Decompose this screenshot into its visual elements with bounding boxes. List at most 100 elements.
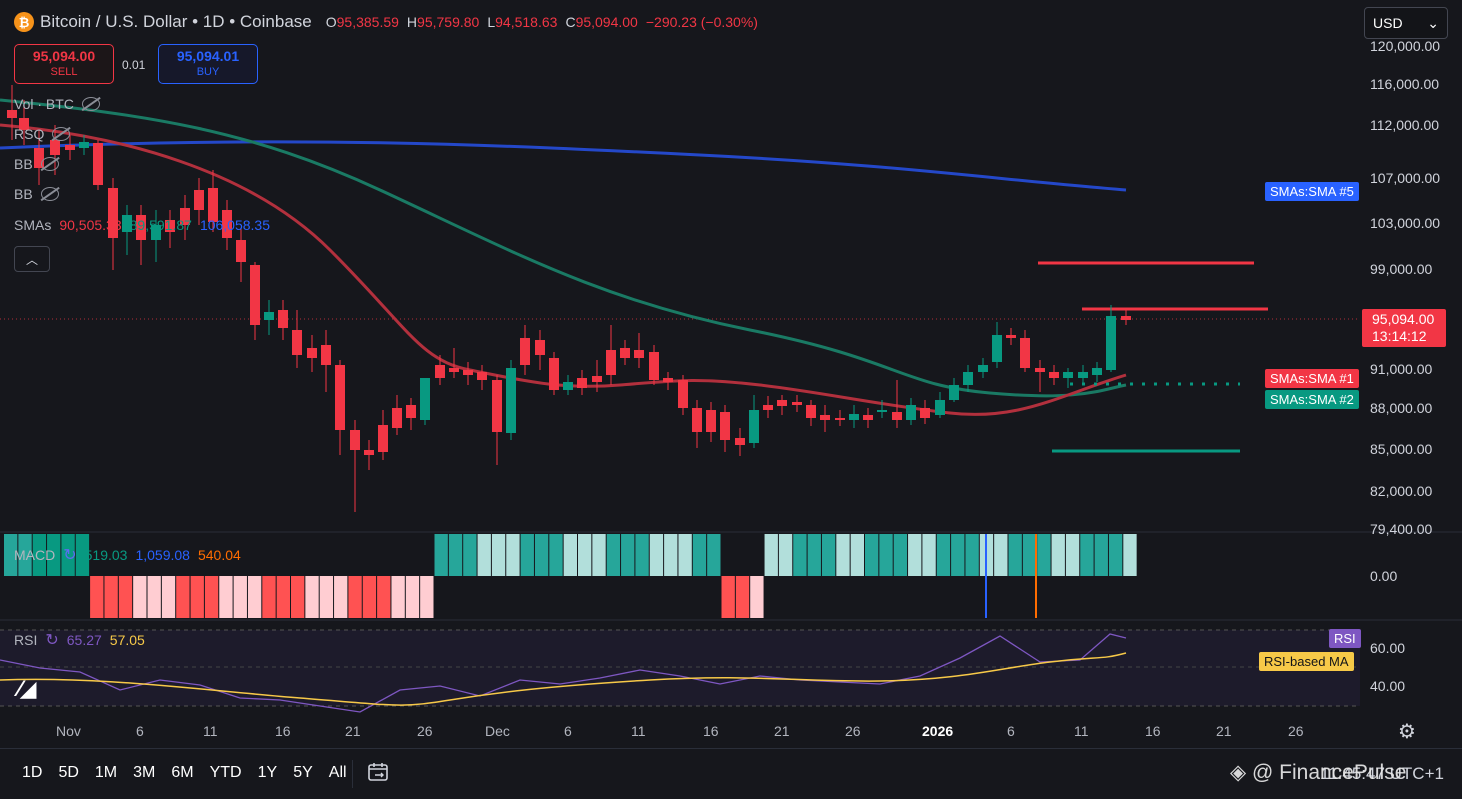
timeframe-bar: 1D 5D 1M 3M 6M YTD 1Y 5Y All [22, 764, 347, 782]
indicator-smas[interactable]: SMAs 90,505.33 89,591.87 106,058.35 [14, 217, 270, 233]
time-axis-label: 21 [345, 723, 361, 739]
macd-bar [1094, 534, 1108, 576]
indicator-bb-1[interactable]: BB [14, 156, 59, 172]
timeframe-ytd-button[interactable]: YTD [209, 764, 242, 781]
rsi-legend[interactable]: RSI ↻ 65.27 57.05 [14, 630, 145, 650]
timeframe-5y-button[interactable]: 5Y [293, 764, 313, 781]
macd-value-2: 1,059.08 [135, 547, 190, 563]
candle-body [278, 310, 288, 328]
macd-bar [520, 534, 534, 576]
candle-body [763, 405, 773, 410]
candle-body [563, 382, 573, 390]
candle-body [151, 225, 161, 240]
sell-button[interactable]: 95,094.00 SELL [14, 44, 114, 84]
time-axis-label: Dec [485, 723, 510, 739]
macd-bar [893, 534, 908, 576]
eye-off-icon[interactable] [40, 157, 59, 171]
candle-body [79, 142, 89, 148]
macd-bar [534, 534, 549, 576]
macd-bar [807, 534, 821, 576]
time-axis-label: Nov [56, 723, 81, 739]
eye-off-icon[interactable] [40, 187, 59, 201]
candle-body [777, 400, 787, 406]
time-axis-label: 16 [703, 723, 719, 739]
candle-body [820, 415, 830, 420]
symbol-title[interactable]: Bitcoin / U.S. Dollar • 1D • Coinbase [40, 12, 312, 31]
macd-bar [319, 576, 334, 618]
candle-body [406, 405, 416, 418]
candle-body [863, 415, 873, 420]
indicator-bb-2[interactable]: BB [14, 186, 59, 202]
timeframe-1m-button[interactable]: 1M [94, 764, 118, 781]
price-axis-label: 116,000.00 [1370, 76, 1440, 92]
price-axis-label: 79,400.00 [1370, 521, 1433, 537]
close-value: 95,094.00 [575, 14, 638, 30]
rsi-ma-line [0, 652, 1127, 706]
candle-body [1049, 372, 1059, 378]
watermark-text: @ FinancePulse [1252, 761, 1407, 784]
change-value: −290.23 (−0.30%) [645, 14, 758, 30]
loading-icon: ↻ [45, 632, 59, 649]
macd-bar [362, 576, 377, 618]
candle-body [1121, 316, 1131, 320]
macd-bar [692, 534, 707, 576]
macd-bar [1123, 534, 1137, 576]
eye-off-icon[interactable] [52, 127, 71, 141]
symbol-header[interactable]: ₿ Bitcoin / U.S. Dollar • 1D • Coinbase … [14, 8, 758, 36]
rsi-axis-60: 60.00 [1370, 640, 1406, 656]
time-axis-label: 6 [136, 723, 144, 739]
macd-bar [1022, 534, 1037, 576]
macd-legend[interactable]: MACD ↻ 519.03 1,059.08 540.04 [14, 545, 241, 565]
candle-body [50, 140, 60, 155]
timeframe-all-button[interactable]: All [328, 764, 347, 781]
toolbar-separator [352, 760, 353, 788]
time-axis-label: 16 [275, 723, 291, 739]
macd-bar [118, 576, 133, 618]
timeframe-1d-button[interactable]: 1D [22, 764, 43, 781]
candle-body [992, 335, 1002, 362]
macd-bar [707, 534, 721, 576]
indicator-2[interactable]: RSQ [14, 126, 71, 142]
macd-bar [1080, 534, 1094, 576]
candle-body [420, 378, 430, 420]
timeframe-6m-button[interactable]: 6M [171, 764, 194, 781]
timeframe-5d-button[interactable]: 5D [58, 764, 79, 781]
indicator-vol[interactable]: Vol · BTC [14, 96, 100, 112]
candle-body [920, 408, 930, 418]
timeframe-1y-button[interactable]: 1Y [257, 764, 278, 781]
watermark: ◈ @ FinancePulse [1230, 760, 1406, 785]
time-axis-label: 11 [203, 723, 218, 739]
macd-bar [836, 534, 850, 576]
macd-bar [219, 576, 233, 618]
smas-label: SMAs [14, 217, 52, 233]
timeframe-3m-button[interactable]: 3M [133, 764, 156, 781]
candle-body [1092, 368, 1102, 375]
candle-body [735, 438, 745, 445]
candle-body [208, 188, 218, 222]
collapse-legend-button[interactable]: ︿ [14, 246, 50, 272]
candle-body [678, 380, 688, 408]
price-axis-label: 82,000.00 [1370, 483, 1433, 499]
candle-body [477, 372, 487, 380]
macd-bar [75, 534, 90, 576]
rsi-label: RSI [14, 632, 38, 648]
calendar-glyph [368, 763, 388, 781]
buy-button[interactable]: 95,094.01 BUY [158, 44, 258, 84]
clock-time[interactable]: 11:45:47 UTC+1 [1320, 764, 1444, 783]
currency-select[interactable]: USD ⌄ [1364, 7, 1448, 39]
eye-off-icon[interactable] [81, 97, 100, 111]
candle-body [492, 380, 502, 432]
calendar-range-icon[interactable] [366, 760, 390, 784]
candle-body [663, 378, 673, 382]
candle-body [835, 418, 845, 420]
low-value: 94,518.63 [495, 14, 558, 30]
macd-bar [1051, 534, 1065, 576]
tradingview-logo-icon[interactable]: ⁄◢ [18, 676, 37, 701]
macd-bar [994, 534, 1008, 576]
time-axis-label: 26 [845, 723, 861, 739]
macd-bar [778, 534, 793, 576]
candle-body [577, 378, 587, 388]
candle-body [935, 400, 945, 415]
gear-icon[interactable]: ⚙ [1398, 721, 1416, 743]
